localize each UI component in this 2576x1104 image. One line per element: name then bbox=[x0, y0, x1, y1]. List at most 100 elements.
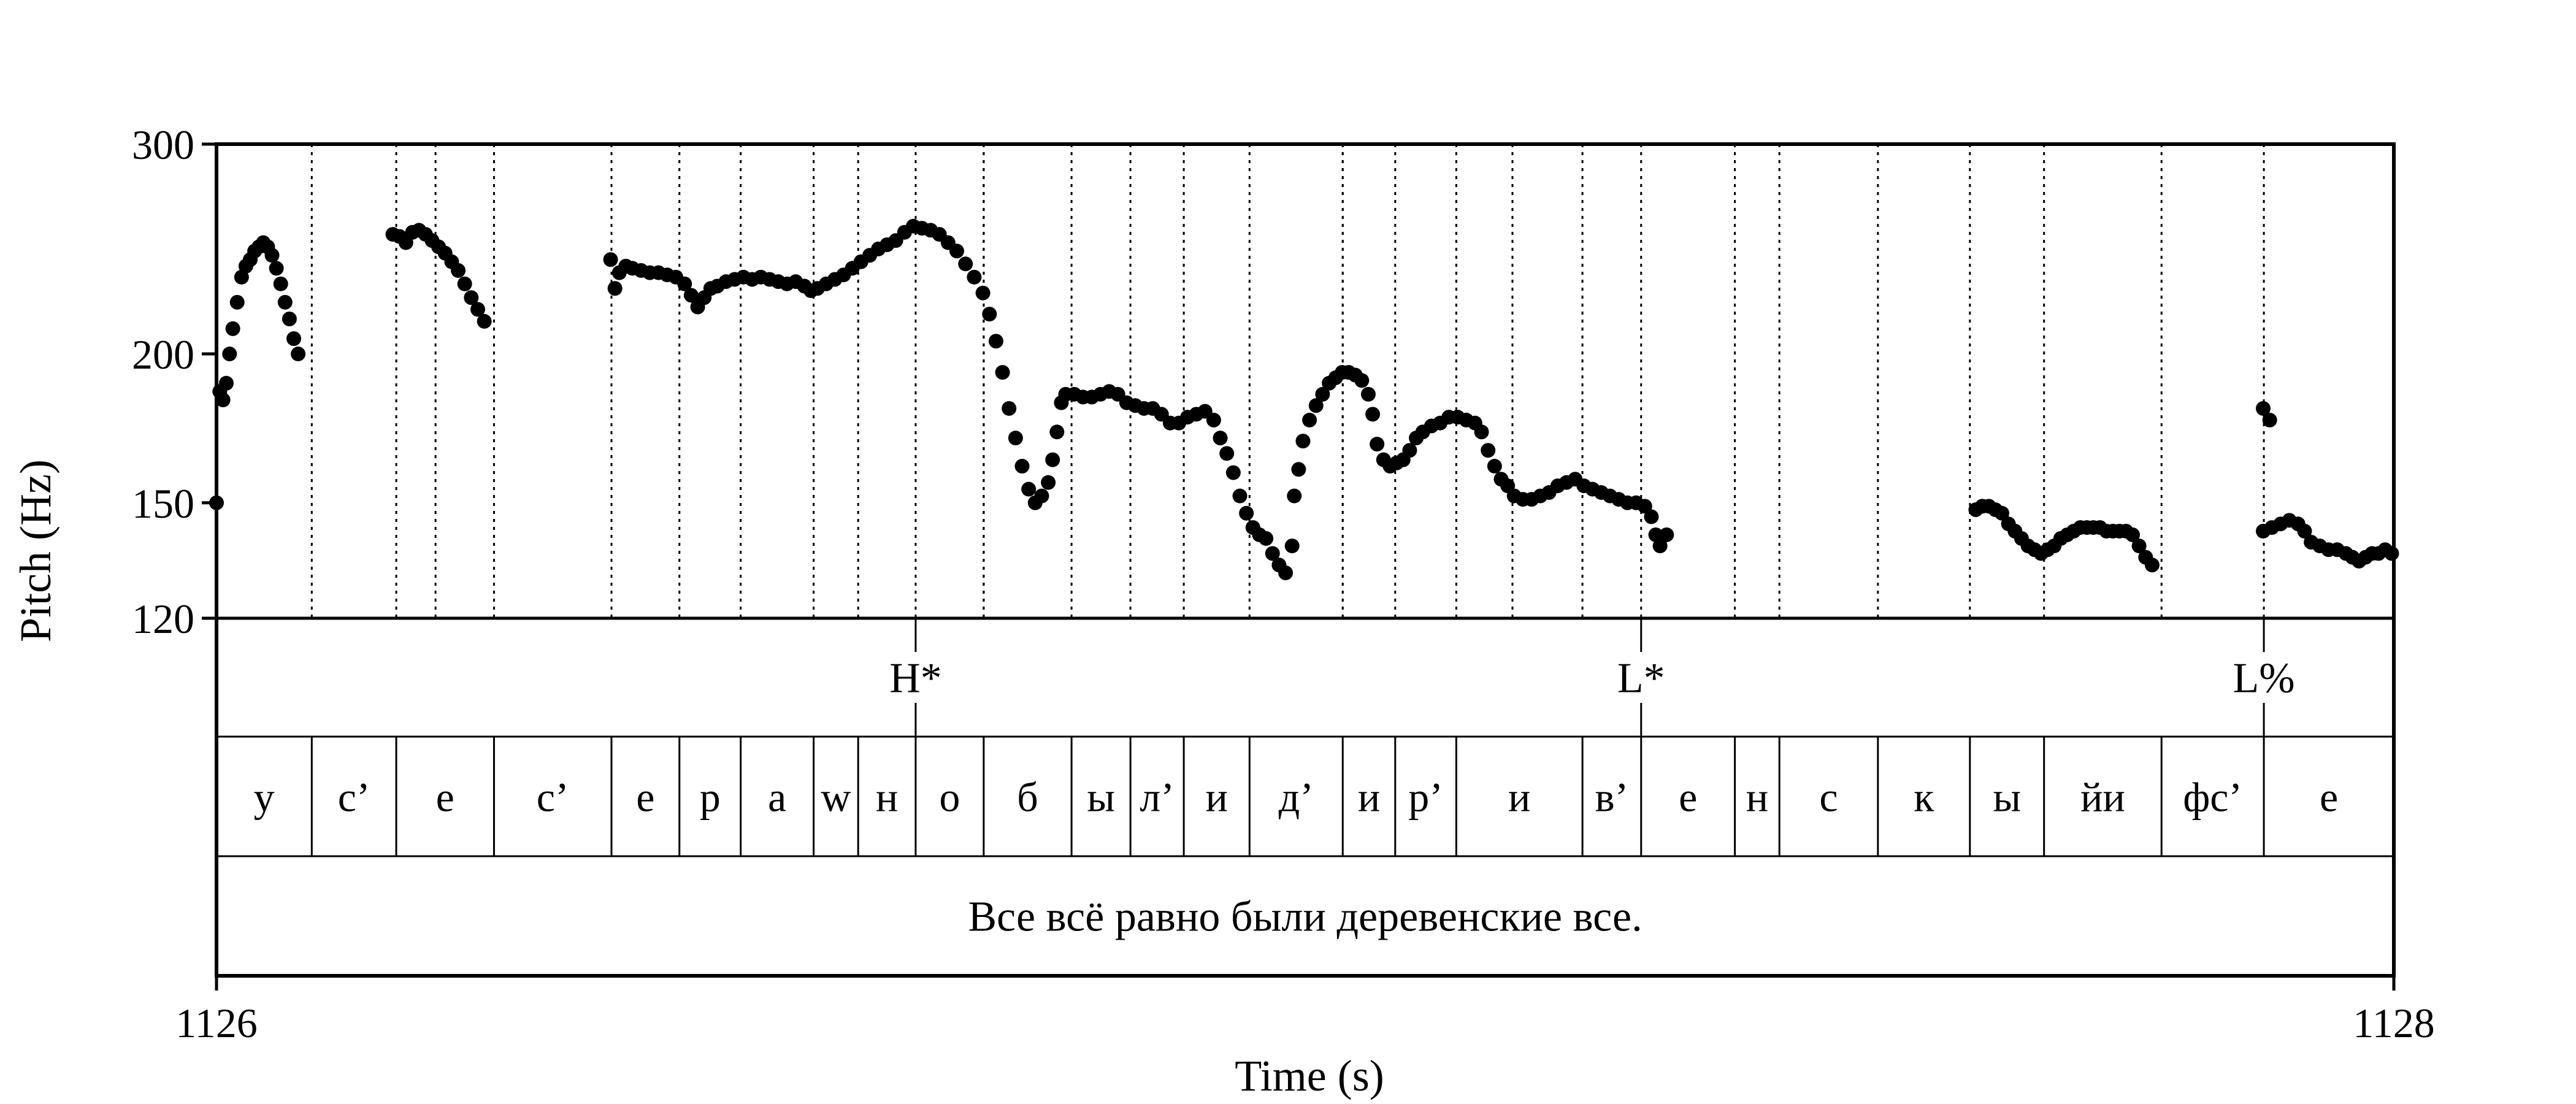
segment-label: е bbox=[1679, 774, 1697, 821]
pitch-point bbox=[215, 392, 231, 407]
y-tick-label: 200 bbox=[132, 331, 194, 378]
segment-label: д’ bbox=[1279, 774, 1314, 821]
segment-label: ы bbox=[1993, 774, 2021, 821]
pitch-point bbox=[995, 365, 1010, 380]
pitch-point bbox=[1284, 539, 1300, 554]
segment-label: о bbox=[939, 774, 960, 821]
segment-label: е bbox=[636, 774, 654, 821]
x-tick-label: 1126 bbox=[175, 1000, 257, 1046]
pitch-point bbox=[1487, 459, 1502, 474]
pitch-point bbox=[1021, 481, 1037, 497]
segment-label: е bbox=[436, 774, 454, 821]
pitch-point bbox=[683, 288, 699, 303]
pitch-point bbox=[225, 321, 240, 336]
segment-label: к bbox=[1914, 774, 1934, 821]
pitch-point bbox=[1402, 443, 1417, 458]
pitch-point bbox=[451, 263, 466, 278]
pitch-point bbox=[1008, 431, 1023, 446]
segment-label: е bbox=[2320, 774, 2338, 821]
pitch-point bbox=[1278, 565, 1294, 581]
pitch-point bbox=[1315, 386, 1330, 402]
pitch-point bbox=[1370, 437, 1385, 452]
pitch-point bbox=[2297, 523, 2312, 539]
pitch-point bbox=[234, 269, 249, 285]
pitch-point bbox=[218, 375, 234, 391]
pitch-point bbox=[1225, 465, 1241, 480]
segment-label: и bbox=[1205, 774, 1227, 821]
pitch-point bbox=[1259, 531, 1274, 546]
pitch-point bbox=[1213, 431, 1228, 446]
pitch-point bbox=[1219, 446, 1235, 461]
segment-label: в’ bbox=[1595, 774, 1629, 821]
pitch-point bbox=[2125, 527, 2140, 542]
x-tick-label: 1128 bbox=[2353, 1000, 2434, 1046]
pitch-point bbox=[1648, 527, 1663, 542]
pitch-point bbox=[1291, 462, 1306, 477]
annotation-tiers: H* L* L%у с’ е с’ е р а w н о б ы л’ и д’ и р’ и в’ е н с к ы йи фс… bbox=[254, 618, 2338, 941]
segment-label: л’ bbox=[1140, 774, 1175, 821]
pitch-point bbox=[975, 285, 991, 301]
pitch-point bbox=[273, 276, 288, 291]
pitch-point bbox=[1637, 499, 1652, 514]
segment-label: с bbox=[1819, 774, 1838, 821]
y-tick-label: 120 bbox=[132, 596, 194, 642]
pitch-point bbox=[291, 347, 306, 362]
segment-label: а bbox=[768, 774, 786, 821]
segment-label: с’ bbox=[537, 774, 569, 821]
pitch-point bbox=[988, 334, 1003, 349]
pitch-point bbox=[1474, 424, 1489, 440]
segment-label: р’ bbox=[1408, 774, 1443, 821]
pitch-point bbox=[1287, 488, 1302, 504]
pitch-point bbox=[967, 269, 982, 285]
pitch-point bbox=[277, 294, 293, 310]
pitch-point bbox=[1265, 546, 1280, 561]
segment-label: и bbox=[1508, 774, 1530, 821]
pitch-point bbox=[1295, 434, 1311, 449]
segment-label: б bbox=[1017, 774, 1038, 821]
segment-label: ы bbox=[1087, 774, 1115, 821]
pitch-point bbox=[1232, 488, 1248, 504]
pitch-point bbox=[1049, 424, 1065, 440]
pitch-point bbox=[2256, 401, 2271, 416]
segment-label: н bbox=[876, 774, 898, 821]
pitch-point bbox=[1644, 509, 1659, 524]
pitch-point bbox=[677, 276, 692, 291]
pitch-point bbox=[949, 243, 964, 259]
pitch-point bbox=[1239, 505, 1254, 521]
pitch-point bbox=[464, 290, 479, 305]
pitch-point bbox=[1995, 505, 2009, 521]
y-tick-label: 300 bbox=[132, 121, 194, 168]
pitch-point bbox=[982, 307, 997, 322]
segment-label: у bbox=[254, 774, 275, 821]
pitch-point bbox=[286, 331, 302, 347]
axis-ticks: 120 150 200 300 1126 1128 bbox=[132, 121, 2435, 1046]
pitch-point bbox=[282, 311, 297, 326]
pitch-point bbox=[477, 313, 492, 329]
pitch-point bbox=[2131, 539, 2147, 554]
pitch-point bbox=[470, 302, 485, 317]
pitch-point bbox=[2384, 546, 2399, 561]
pitch-point bbox=[1041, 475, 1056, 490]
segment-label: с’ bbox=[338, 774, 370, 821]
pitch-point bbox=[958, 256, 973, 272]
sentence-label: Все всё равно были деревенские все. bbox=[968, 894, 1642, 941]
pitch-point bbox=[222, 347, 237, 362]
pitch-point bbox=[2144, 558, 2160, 573]
pitch-point bbox=[1302, 412, 1317, 427]
pitch-point bbox=[603, 252, 618, 267]
pitch-point bbox=[229, 294, 245, 310]
pitch-point bbox=[1045, 452, 1060, 467]
pitch-point bbox=[269, 261, 284, 276]
pitch-point bbox=[1365, 407, 1381, 422]
segment-label: w bbox=[821, 774, 851, 821]
y-axis-label: Pitch (Hz) bbox=[11, 459, 60, 642]
tone-label: L* bbox=[1617, 655, 1665, 702]
segment-label: фс’ bbox=[2183, 774, 2242, 821]
pitch-point bbox=[2262, 412, 2277, 427]
pitch-point bbox=[1659, 527, 1674, 542]
pitch-point bbox=[1652, 539, 1668, 554]
pitch-point bbox=[607, 281, 623, 296]
x-axis-label: Time (s) bbox=[1235, 1051, 1384, 1100]
tone-label: L% bbox=[2233, 655, 2295, 702]
